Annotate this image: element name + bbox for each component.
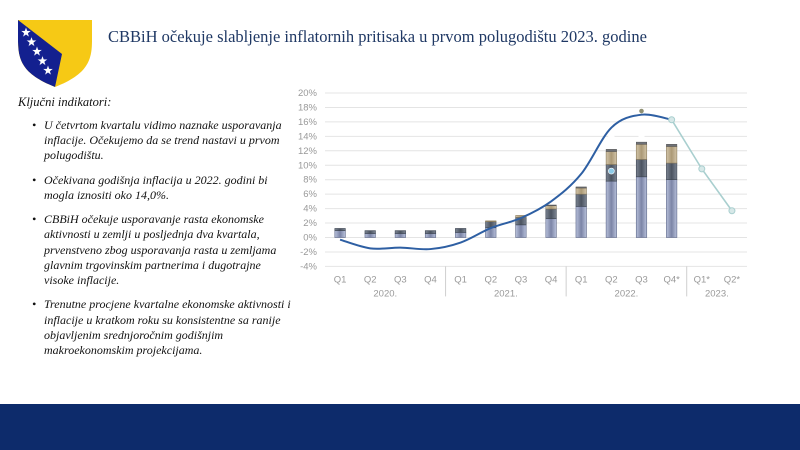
svg-text:Q1*: Q1* [694,274,711,285]
svg-text:8%: 8% [303,175,317,186]
svg-text:Q1: Q1 [454,274,467,285]
svg-text:2020.: 2020. [373,288,397,299]
svg-text:Q2: Q2 [364,274,377,285]
svg-text:Q2: Q2 [605,274,618,285]
svg-text:Q4*: Q4* [663,274,680,285]
svg-text:2%: 2% [303,218,317,229]
svg-text:Q1: Q1 [334,274,347,285]
svg-text:6%: 6% [303,189,317,200]
svg-text:0%: 0% [303,233,317,244]
svg-text:Q3: Q3 [515,274,528,285]
svg-text:Q2: Q2 [484,274,497,285]
svg-text:Q2*: Q2* [724,274,741,285]
svg-text:10%: 10% [298,160,318,171]
svg-text:Q3: Q3 [635,274,648,285]
svg-text:12%: 12% [298,146,318,157]
svg-text:Q1: Q1 [575,274,588,285]
svg-text:-2%: -2% [300,247,317,258]
svg-text:Q4: Q4 [545,274,558,285]
svg-text:2021.: 2021. [494,288,518,299]
svg-text:18%: 18% [298,102,318,113]
svg-text:Q4: Q4 [424,274,437,285]
svg-text:4%: 4% [303,204,317,215]
svg-text:14%: 14% [298,131,318,142]
svg-text:20%: 20% [298,88,318,99]
svg-text:2023.: 2023. [705,288,729,299]
svg-text:-4%: -4% [300,261,317,272]
svg-text:Q3: Q3 [394,274,407,285]
svg-text:2022.: 2022. [615,288,639,299]
svg-text:16%: 16% [298,117,318,128]
